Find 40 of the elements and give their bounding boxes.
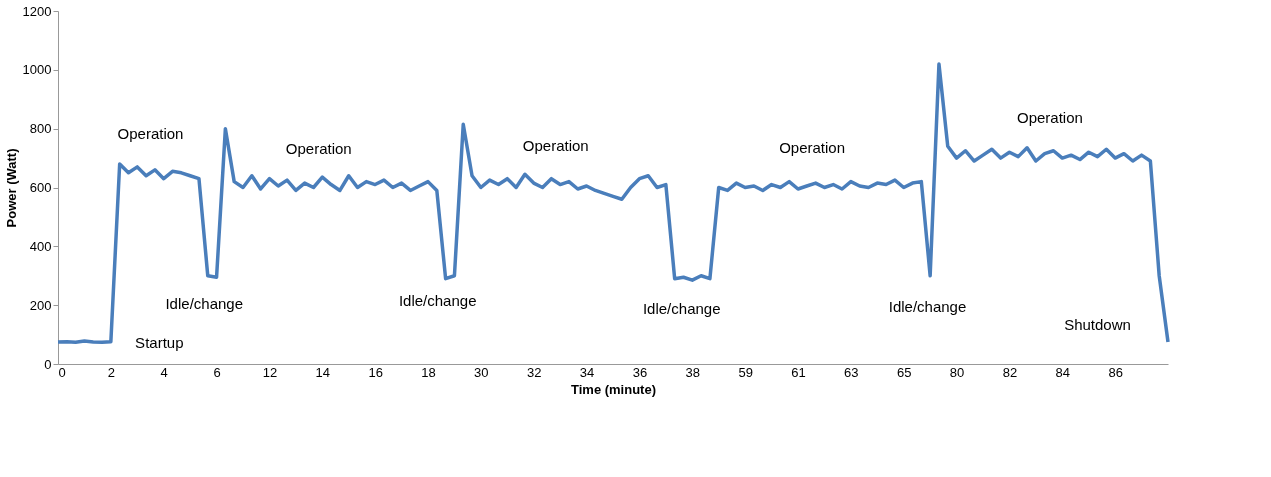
- x-tick-label: 0: [58, 364, 66, 380]
- y-axis-title: Power (Watt): [3, 148, 19, 228]
- annotation: Operation: [522, 137, 589, 155]
- x-tick-label: 84: [1055, 364, 1071, 380]
- x-tick-label: 14: [315, 364, 331, 380]
- x-tick-label: 86: [1108, 364, 1123, 380]
- x-tick-label: 65: [896, 364, 912, 380]
- annotation: Shutdown: [1064, 315, 1131, 333]
- x-tick-label: 63: [844, 364, 859, 380]
- x-tick-label: 80: [949, 364, 965, 380]
- annotation: Operation: [1017, 108, 1083, 126]
- annotation: Operation: [285, 139, 352, 157]
- annotation: Idle/change: [888, 297, 967, 315]
- x-tick-label: 30: [474, 364, 489, 380]
- x-tick-label: 6: [213, 364, 221, 380]
- annotation: Idle/change: [398, 292, 477, 310]
- y-tick-label: 1000: [22, 62, 52, 78]
- annotation: Operation: [117, 124, 184, 142]
- y-tick-label: 1200: [22, 3, 52, 19]
- x-tick-label: 38: [685, 364, 701, 380]
- x-tick-label: 16: [368, 364, 383, 380]
- annotation: Idle/change: [165, 294, 244, 312]
- x-tick-label: 59: [738, 364, 753, 380]
- y-tick-label: 400: [29, 238, 52, 254]
- x-tick-label: 32: [526, 364, 542, 380]
- x-tick-label: 34: [579, 364, 595, 380]
- x-tick-label: 12: [262, 364, 278, 380]
- y-tick-label: 200: [29, 297, 52, 313]
- annotation: Operation: [779, 138, 846, 156]
- annotation: Startup: [135, 334, 184, 352]
- x-axis-title: Time (minute): [571, 381, 656, 397]
- x-tick-label: 4: [160, 364, 168, 380]
- y-tick-label: 800: [29, 121, 52, 137]
- x-tick-label: 2: [107, 364, 115, 380]
- annotation: Idle/change: [642, 299, 721, 317]
- x-tick-label: 18: [421, 364, 436, 380]
- y-tick-label: 600: [29, 180, 52, 195]
- x-tick-label: 82: [1002, 364, 1018, 380]
- x-tick-label: 36: [632, 364, 648, 380]
- x-tick-label: 61: [791, 364, 806, 380]
